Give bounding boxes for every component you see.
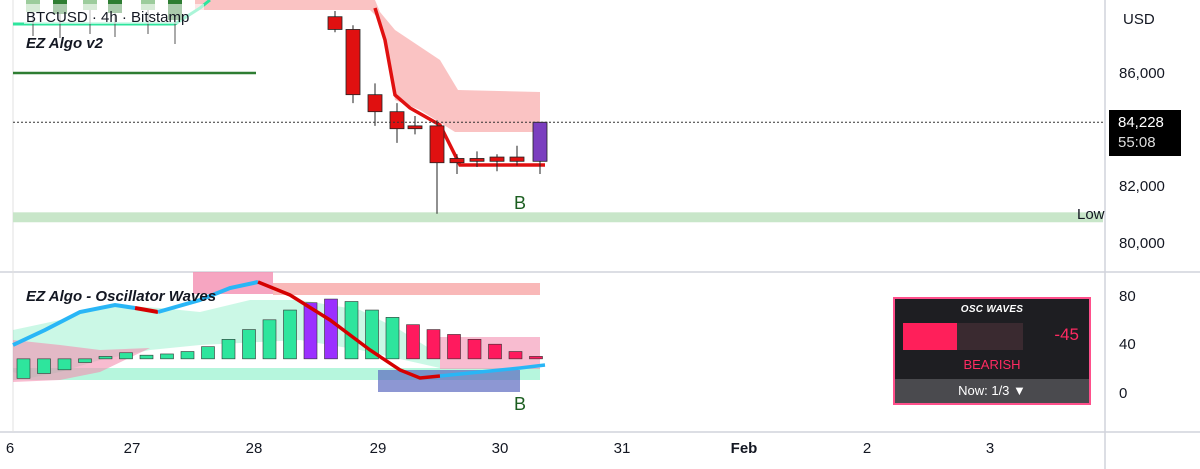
osc-bar <box>344 301 359 360</box>
time-tick: 29 <box>370 440 387 457</box>
osc-signal-zone <box>378 370 520 392</box>
osc-value: -45 <box>1054 325 1079 344</box>
osc-signal-label: B <box>514 394 526 414</box>
osc-bar <box>98 356 113 360</box>
osc-bar <box>37 358 51 374</box>
bar-countdown-label: 55:08 <box>1118 134 1156 151</box>
current-price-label: 84,228 <box>1118 114 1164 131</box>
price-axis-currency: USD <box>1123 11 1155 28</box>
osc-bar <box>365 309 379 360</box>
osc-bar <box>283 309 297 360</box>
osc-signal-line-blue-2 <box>157 280 259 314</box>
osc-bar <box>406 324 420 360</box>
osc-bar <box>262 319 277 360</box>
osc-strength-track <box>903 323 1023 350</box>
osc-bar <box>242 329 256 360</box>
osc-bar <box>78 358 92 363</box>
indicator-name: EZ Algo v2 <box>26 35 104 52</box>
price-tick: 82,000 <box>1119 178 1165 195</box>
osc-page-selector[interactable]: Now: 1/3 ▼ <box>895 379 1089 403</box>
current-price-badge: 84,228 55:08 <box>1109 110 1181 156</box>
time-tick: Feb <box>731 440 758 457</box>
candle-body <box>407 125 423 130</box>
support-zone <box>13 212 1103 223</box>
candle-body <box>532 121 548 162</box>
osc-tick: 80 <box>1119 288 1136 305</box>
candle-body <box>327 16 343 30</box>
osc-waves-panel: OSC WAVES -45 BEARISH Now: 1/3 ▼ <box>893 297 1091 405</box>
time-tick: 6 <box>6 440 14 457</box>
osc-ob-zone <box>273 283 540 295</box>
osc-bar <box>139 354 154 360</box>
time-tick: 28 <box>246 440 263 457</box>
osc-bar <box>221 339 236 360</box>
osc-bar <box>201 346 215 360</box>
osc-signal-line-blue <box>12 302 136 347</box>
osc-bar <box>467 339 482 360</box>
osc-bar <box>119 352 133 360</box>
time-tick: 31 <box>614 440 631 457</box>
osc-ob-zone-left <box>193 272 273 294</box>
time-tick: 2 <box>863 440 871 457</box>
candle-body <box>429 125 445 164</box>
header-bg <box>24 4 204 24</box>
time-tick: 30 <box>492 440 509 457</box>
osc-bar <box>447 334 461 360</box>
osc-strength-fill <box>903 323 957 350</box>
price-tick: 86,000 <box>1119 65 1165 82</box>
candle-body <box>345 29 361 96</box>
time-tick: 3 <box>986 440 994 457</box>
osc-bar <box>529 356 543 360</box>
osc-bar <box>160 353 174 360</box>
osc-bar <box>385 317 400 360</box>
trailing-stop-line <box>373 7 545 167</box>
low-zone-label: Low <box>1077 206 1105 223</box>
symbol-title: BTCUSD · 4h · Bitstamp <box>26 9 189 26</box>
osc-bar <box>426 329 441 360</box>
osc-tick: 0 <box>1119 385 1127 402</box>
price-tick: 80,000 <box>1119 235 1165 252</box>
price-signal-label: B <box>514 193 526 213</box>
osc-bar <box>488 343 502 360</box>
osc-bar <box>324 298 338 360</box>
osc-panel-title: OSC WAVES <box>960 304 1024 315</box>
time-tick: 27 <box>124 440 141 457</box>
osc-bar <box>16 358 31 379</box>
osc-signal-line-red-short <box>134 306 159 314</box>
candle-body <box>389 111 405 130</box>
osc-status: BEARISH <box>963 357 1021 372</box>
candle-body <box>509 156 525 162</box>
osc-bar <box>180 351 195 360</box>
osc-bar <box>303 302 318 360</box>
candle-body <box>469 158 485 162</box>
osc-signal-line-blue-3 <box>439 363 546 378</box>
candle-body <box>489 156 505 162</box>
candle-body <box>367 94 383 113</box>
osc-tick: 40 <box>1119 336 1136 353</box>
osc-bar <box>508 351 523 360</box>
osc-bar <box>57 358 72 371</box>
osc-signal-line-red <box>257 280 441 380</box>
trail-band <box>195 0 540 132</box>
oscillator-title: EZ Algo - Oscillator Waves <box>26 288 216 305</box>
candle-body <box>449 158 465 164</box>
